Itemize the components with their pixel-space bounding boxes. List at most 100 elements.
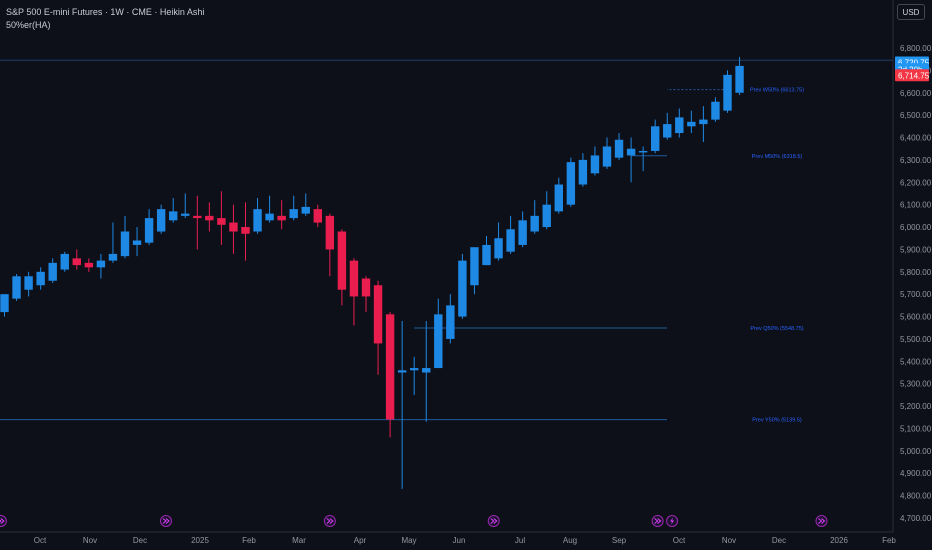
candle-body (554, 184, 563, 212)
candle-body (651, 126, 660, 151)
fast-forward-icon[interactable] (159, 515, 172, 527)
x-tick-label: Nov (722, 536, 736, 545)
candle-body (361, 278, 371, 297)
y-tick-label: 5,200.00 (900, 402, 932, 411)
x-tick-label: Dec (772, 536, 786, 545)
chart-title: S&P 500 E-mini Futures · 1W · CME · Heik… (6, 7, 205, 17)
y-tick-label: 6,200.00 (900, 178, 932, 187)
candle-body (229, 222, 238, 232)
candle-body (506, 229, 515, 252)
candle-body (0, 294, 9, 313)
candle-body (590, 155, 600, 174)
y-tick-label: 6,800.00 (900, 44, 932, 53)
fast-forward-icon[interactable] (651, 515, 664, 527)
candle-body (265, 213, 274, 221)
x-tick-label: 2025 (191, 536, 209, 545)
candle-body (277, 215, 286, 221)
y-tick-label: 5,900.00 (900, 245, 932, 254)
y-tick-label: 4,800.00 (900, 492, 932, 501)
fast-forward-icon[interactable] (323, 515, 336, 527)
y-tick-label: 6,400.00 (900, 134, 932, 143)
candle-body (72, 258, 81, 266)
candle-body (349, 260, 359, 297)
candle-body (638, 150, 648, 153)
candle-body (205, 215, 214, 221)
price-tag-label: 6,720.75 (898, 59, 930, 68)
candle-body (241, 227, 250, 234)
currency-selector[interactable]: USD (897, 4, 925, 20)
candle-body (385, 314, 395, 420)
candle-body (24, 276, 33, 290)
candle-body (48, 262, 57, 281)
y-tick-label: 4,900.00 (900, 469, 932, 478)
x-tick-label: Mar (292, 536, 306, 545)
x-tick-label: Dec (133, 536, 147, 545)
y-tick-label: 5,000.00 (900, 447, 932, 456)
candle-body (337, 231, 347, 290)
candle-body (530, 215, 539, 232)
price-tag (895, 69, 929, 82)
indicator-label[interactable]: 50%er(HA) (6, 20, 51, 30)
candle-body (193, 215, 202, 219)
candle-body (422, 368, 431, 373)
candle-body (711, 101, 720, 120)
candle-body (313, 209, 322, 223)
candle-body (458, 260, 467, 317)
y-tick-label: 6,600.00 (900, 89, 932, 98)
candle-body (108, 253, 118, 261)
y-tick-label: 4,700.00 (900, 514, 932, 523)
candle-body (325, 215, 335, 250)
candle-body (156, 209, 166, 232)
candle-body (60, 253, 69, 270)
lightning-icon[interactable] (666, 515, 679, 527)
candle-body (397, 370, 407, 373)
fast-forward-icon[interactable] (0, 515, 7, 527)
y-tick-label: 5,700.00 (900, 290, 932, 299)
candle-body (699, 119, 708, 125)
candle-body (84, 262, 94, 268)
candle-body (301, 206, 310, 214)
level-label: Prev M50% (6318.5) (752, 154, 803, 160)
candle-body (614, 139, 624, 158)
candle-body (132, 240, 142, 245)
y-tick-label: 5,600.00 (900, 313, 932, 322)
x-tick-label: 2026 (830, 536, 848, 545)
candle-body (36, 271, 45, 286)
candle-body (96, 260, 106, 268)
candle-body (120, 231, 130, 257)
x-tick-label: Oct (673, 536, 686, 545)
x-tick-label: Jun (453, 536, 466, 545)
level-label: Prev W50% (6613.75) (750, 88, 804, 94)
candle-body (602, 146, 612, 167)
y-tick-label: 5,800.00 (900, 268, 932, 277)
candle-body (626, 148, 636, 156)
candle-body (12, 276, 21, 299)
fast-forward-icon[interactable] (487, 515, 500, 527)
candle-body (181, 213, 190, 216)
fast-forward-icon[interactable] (815, 515, 828, 527)
candle-body (470, 247, 479, 286)
candle-body (217, 218, 226, 225)
x-tick-label: Feb (242, 536, 256, 545)
level-label: Prev Q50% (5548.75) (750, 326, 803, 332)
candle-body (434, 314, 443, 369)
x-tick-label: Nov (83, 536, 97, 545)
candle-body (253, 209, 262, 232)
x-tick-label: Jul (515, 536, 525, 545)
y-tick-label: 6,300.00 (900, 156, 932, 165)
y-tick-label: 5,100.00 (900, 424, 932, 433)
x-tick-label: May (401, 536, 416, 545)
candle-body (578, 159, 588, 185)
y-tick-label: 6,000.00 (900, 223, 932, 232)
candle-body (446, 305, 455, 339)
x-tick-label: Sep (612, 536, 627, 545)
candle-body (542, 204, 551, 228)
candle-body (373, 285, 383, 344)
y-tick-label: 6,100.00 (900, 201, 932, 210)
price-tag-label: 6,714.75 (898, 71, 930, 80)
y-tick-label: 5,400.00 (900, 357, 932, 366)
candle-body (675, 117, 684, 134)
candle-body (518, 220, 527, 245)
candle-body (410, 368, 419, 371)
